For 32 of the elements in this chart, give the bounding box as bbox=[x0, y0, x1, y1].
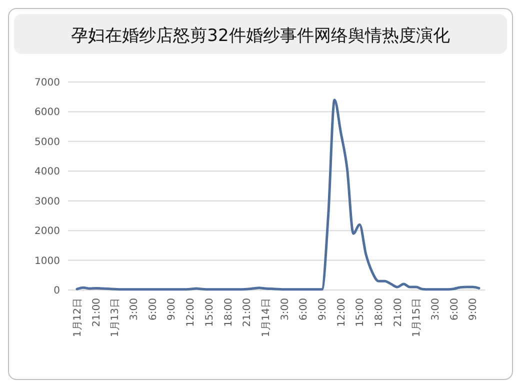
x-tick-label: 6:00 bbox=[449, 298, 460, 320]
y-tick-label: 5000 bbox=[34, 136, 60, 148]
y-tick-label: 0 bbox=[54, 286, 60, 296]
x-tick-label: 15:00 bbox=[355, 298, 366, 327]
x-tick-label: 12:00 bbox=[186, 298, 197, 327]
x-tick-label: 6:00 bbox=[298, 298, 310, 320]
x-tick-label: 21:00 bbox=[392, 298, 404, 327]
x-tick-label: 1月12日 bbox=[72, 298, 84, 338]
y-tick-label: 7000 bbox=[34, 78, 60, 88]
line-series bbox=[76, 98, 480, 291]
y-tick-label: 4000 bbox=[34, 166, 60, 178]
x-tick-label: 9:00 bbox=[317, 298, 328, 320]
x-tick-label: 9:00 bbox=[468, 298, 480, 320]
y-tick-label: 6000 bbox=[34, 107, 60, 118]
y-tick-label: 1000 bbox=[34, 256, 60, 267]
x-tick-label: 1月14日 bbox=[260, 298, 272, 338]
x-tick-label: 3:00 bbox=[430, 298, 442, 320]
x-tick-label: 15:00 bbox=[204, 298, 216, 327]
x-tick-label: 3:00 bbox=[280, 298, 291, 320]
x-tick-label: 12:00 bbox=[336, 298, 348, 327]
x-tick-label: 6:00 bbox=[148, 298, 159, 320]
x-tick-label: 3:00 bbox=[129, 298, 140, 320]
x-tick-label: 18:00 bbox=[223, 298, 234, 327]
chart-title: 孕妇在婚纱店怒剪32件婚纱事件网络舆情热度演化 bbox=[71, 26, 450, 46]
x-tick-label: 18:00 bbox=[374, 298, 385, 327]
x-tick-label: 21:00 bbox=[242, 298, 254, 327]
x-tick-label: 1月13日 bbox=[110, 298, 122, 338]
y-tick-label: 3000 bbox=[34, 196, 60, 208]
x-tick-label: 9:00 bbox=[166, 298, 178, 320]
x-tick-label: 21:00 bbox=[91, 298, 102, 327]
y-tick-label: 2000 bbox=[34, 226, 60, 238]
x-tick-label: 1月15日 bbox=[412, 298, 423, 338]
